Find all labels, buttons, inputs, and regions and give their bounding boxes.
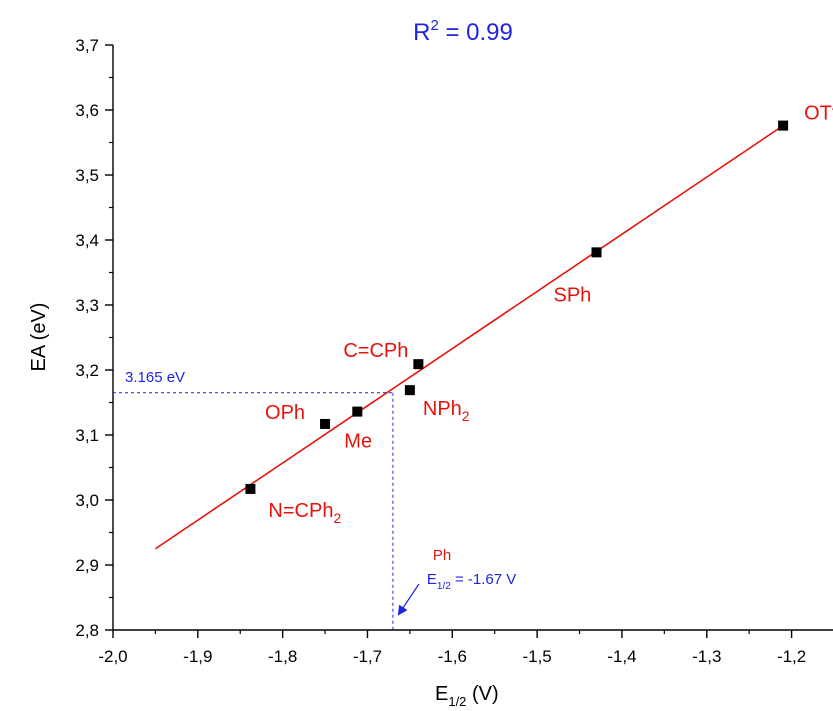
- fit-line-layer: [154, 124, 784, 550]
- data-point: [320, 418, 331, 429]
- interp-x-label: E1/2 = -1.67 V: [427, 571, 516, 592]
- interp-species-label: Ph: [433, 547, 451, 564]
- point-label: N=CPh2: [268, 500, 341, 526]
- y-tick-label: 3,5: [75, 166, 99, 185]
- y-tick-label: 2,9: [75, 556, 99, 575]
- point-label: C=CPh: [343, 340, 408, 362]
- interp-y-label: 3.165 eV: [125, 369, 185, 386]
- point-label: Me: [344, 431, 372, 453]
- data-point: [245, 483, 256, 494]
- point-label: OTf: [804, 103, 833, 125]
- x-tick-label: -1,6: [438, 647, 467, 666]
- data-point: [778, 120, 789, 131]
- y-axis-title: EA (eV): [28, 303, 50, 372]
- chart-title: R2 = 0.99: [413, 17, 513, 46]
- y-tick-label: 3,3: [75, 296, 99, 315]
- data-point: [591, 247, 602, 258]
- x-tick-label: -1,8: [268, 647, 297, 666]
- y-tick-label: 3,7: [75, 36, 99, 55]
- fit-line: [154, 124, 784, 550]
- y-tick-label: 3,0: [75, 491, 99, 510]
- interp-arrow: [397, 583, 420, 616]
- data-point: [352, 406, 363, 417]
- x-tick-label: -1,5: [522, 647, 551, 666]
- point-label: NPh2: [423, 398, 470, 424]
- x-tick-label: -1,7: [353, 647, 382, 666]
- y-tick-label: 3,2: [75, 361, 99, 380]
- y-tick-label: 3,6: [75, 101, 99, 120]
- tick-layer: -2,0 -1,9 -1,8 -1,7 -1,6 -1,5 -1,4 -1,3 -1,2 2,8 2…: [75, 36, 806, 666]
- y-tick-label: 2,8: [75, 621, 99, 640]
- x-tick-label: -1,3: [692, 647, 721, 666]
- y-tick-label: 3,1: [75, 426, 99, 445]
- point-label: SPh: [553, 284, 591, 306]
- x-tick-label: -1,2: [777, 647, 806, 666]
- y-tick-label: 3,4: [75, 231, 99, 250]
- point-label: OPh: [265, 402, 305, 424]
- x-tick-label: -2,0: [98, 647, 127, 666]
- x-tick-label: -1,9: [183, 647, 212, 666]
- data-point: [413, 359, 424, 370]
- x-tick-label: -1,4: [607, 647, 636, 666]
- points-layer: N=CPh2 OPh Me NPh2 C=CPh SPh OTf: [245, 103, 833, 526]
- data-point: [404, 385, 415, 396]
- x-axis-title: E1/2 (V): [435, 683, 499, 709]
